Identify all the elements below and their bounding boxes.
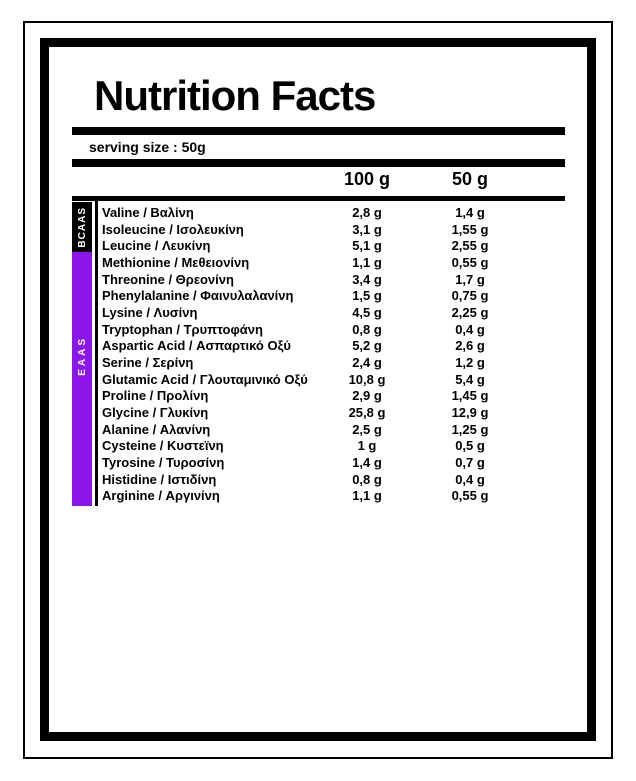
value-per-50g: 1,45 g: [451, 388, 489, 404]
bcaas-section-box: BCAAS: [72, 202, 92, 252]
value-per-100g: 2,9 g: [352, 388, 382, 404]
value-per-100g: 2,5 g: [352, 421, 382, 437]
divider-bar-middle: [72, 159, 565, 167]
table-row: Glutamic Acid / Γλουταμινικό Οξύ 10,8 g 5,…: [102, 372, 565, 389]
value-per-100g: 1 g: [357, 438, 377, 454]
table-top-border: [72, 196, 565, 201]
amino-name: Histidine / Ιστιδίνη: [102, 471, 217, 487]
eaas-section-box: EAAS: [72, 252, 92, 506]
value-per-100g: 1,1 g: [352, 254, 382, 270]
column-header-50g: 50 g: [451, 169, 489, 189]
table-row: Tryptophan / Τρυπτοφάνη 0,8 g 0,4 g: [102, 322, 565, 339]
eaas-section-label: EAAS: [76, 336, 88, 376]
value-per-50g: 0,5 g: [455, 438, 485, 454]
amino-name: Methionine / Μεθειονίνη: [102, 254, 250, 270]
table-row: Phenylalanine / Φαινυλαλανίνη 1,5 g 0,75 g: [102, 288, 565, 305]
page-title: Nutrition Facts: [94, 72, 376, 119]
amino-name: Alanine / Αλανίνη: [102, 421, 211, 437]
table-row: Arginine / Αργινίνη 1,1 g 0,55 g: [102, 488, 565, 505]
bcaas-section-label: BCAAS: [76, 206, 88, 248]
value-per-50g: 2,25 g: [451, 304, 489, 320]
value-per-50g: 1,25 g: [451, 421, 489, 437]
amino-name: Arginine / Αργινίνη: [102, 488, 220, 504]
value-per-100g: 1,4 g: [352, 454, 382, 470]
serving-size-text: serving size : 50g: [89, 139, 206, 155]
table-row: Tyrosine / Τυροσίνη 1,4 g 0,7 g: [102, 455, 565, 472]
table-row: Methionine / Μεθειονίνη 1,1 g 0,55 g: [102, 255, 565, 272]
value-per-100g: 1,1 g: [352, 488, 382, 504]
value-per-100g: 1,5 g: [352, 288, 382, 304]
column-header-100g: 100 g: [343, 169, 391, 189]
value-per-100g: 3,1 g: [352, 221, 382, 237]
table-row: Glycine / Γλυκίνη 25,8 g 12,9 g: [102, 405, 565, 422]
amino-name: Proline / Προλίνη: [102, 388, 209, 404]
amino-name: Tyrosine / Τυροσίνη: [102, 454, 225, 470]
amino-name: Aspartic Acid / Ασπαρτικό Οξύ: [102, 338, 291, 354]
amino-name: Cysteine / Κυστεϊνη: [102, 438, 224, 454]
value-per-100g: 3,4 g: [352, 271, 382, 287]
inner-border: [40, 38, 596, 741]
table-row: Valine / Βαλίνη 2,8 g 1,4 g: [102, 205, 565, 222]
value-per-50g: 1,7 g: [455, 271, 485, 287]
amino-name: Serine / Σερίνη: [102, 354, 194, 370]
amino-name: Glutamic Acid / Γλουταμινικό Οξύ: [102, 371, 308, 387]
value-per-100g: 10,8 g: [348, 371, 386, 387]
outer-border: [23, 21, 613, 759]
value-per-50g: 2,6 g: [455, 338, 485, 354]
value-per-50g: 0,4 g: [455, 321, 485, 337]
value-per-50g: 1,55 g: [451, 221, 489, 237]
table-row: Leucine / Λευκίνη 5,1 g 2,55 g: [102, 238, 565, 255]
amino-name: Phenylalanine / Φαινυλαλανίνη: [102, 288, 294, 304]
table-row: Isoleucine / Ισολευκίνη 3,1 g 1,55 g: [102, 222, 565, 239]
table-row: Alanine / Αλανίνη 2,5 g 1,25 g: [102, 422, 565, 439]
table-row: Aspartic Acid / Ασπαρτικό Οξύ 5,2 g 2,6 g: [102, 338, 565, 355]
value-per-50g: 5,4 g: [455, 371, 485, 387]
value-per-50g: 2,55 g: [451, 238, 489, 254]
table-row: Proline / Προλίνη 2,9 g 1,45 g: [102, 388, 565, 405]
value-per-100g: 5,2 g: [352, 338, 382, 354]
amino-name: Tryptophan / Τρυπτοφάνη: [102, 321, 263, 337]
value-per-50g: 0,7 g: [455, 454, 485, 470]
amino-name: Threonine / Θρεονίνη: [102, 271, 234, 287]
table-row: Histidine / Ιστιδίνη 0,8 g 0,4 g: [102, 472, 565, 489]
table-left-border: [95, 201, 98, 506]
divider-bar-top: [72, 127, 565, 135]
amino-name: Valine / Βαλίνη: [102, 205, 194, 220]
value-per-100g: 2,4 g: [352, 354, 382, 370]
value-per-100g: 4,5 g: [352, 304, 382, 320]
table-row: Lysine / Λυσίνη 4,5 g 2,25 g: [102, 305, 565, 322]
table-row: Threonine / Θρεονίνη 3,4 g 1,7 g: [102, 272, 565, 289]
value-per-100g: 0,8 g: [352, 321, 382, 337]
value-per-50g: 12,9 g: [451, 404, 489, 420]
value-per-100g: 0,8 g: [352, 471, 382, 487]
amino-name: Glycine / Γλυκίνη: [102, 404, 209, 420]
value-per-100g: 2,8 g: [352, 205, 382, 220]
value-per-100g: 25,8 g: [348, 404, 386, 420]
value-per-50g: 0,4 g: [455, 471, 485, 487]
table-row: Serine / Σερίνη 2,4 g 1,2 g: [102, 355, 565, 372]
value-per-50g: 0,75 g: [451, 288, 489, 304]
value-per-50g: 1,2 g: [455, 354, 485, 370]
value-per-50g: 1,4 g: [455, 205, 485, 220]
amino-table-body: Valine / Βαλίνη 2,8 g 1,4 g Isoleucine / Ισ…: [102, 205, 565, 505]
amino-name: Leucine / Λευκίνη: [102, 238, 211, 254]
amino-name: Isoleucine / Ισολευκίνη: [102, 221, 244, 237]
value-per-50g: 0,55 g: [451, 488, 489, 504]
value-per-100g: 5,1 g: [352, 238, 382, 254]
amino-name: Lysine / Λυσίνη: [102, 304, 198, 320]
value-per-50g: 0,55 g: [451, 254, 489, 270]
table-row: Cysteine / Κυστεϊνη 1 g 0,5 g: [102, 438, 565, 455]
